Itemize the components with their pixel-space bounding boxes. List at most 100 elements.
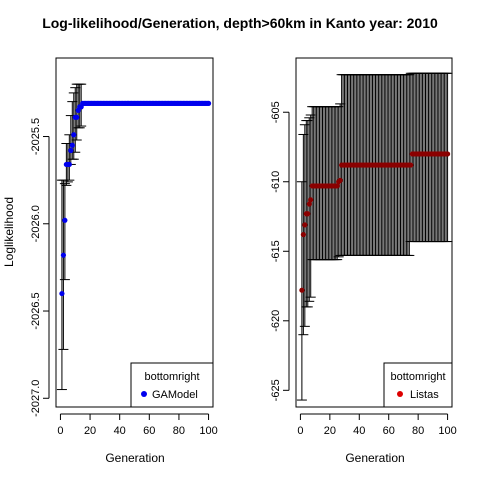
right-y-tick-label: -625 [270, 379, 282, 401]
right-errorbar [304, 117, 315, 302]
right-errorbar [424, 72, 435, 243]
right-errorbar [427, 72, 438, 243]
right-data-point [334, 183, 340, 189]
right-errorbar [411, 72, 422, 243]
right-panel: 0 20 40 60 80 100 -625 -620 -615 -610 -605 Genera… [270, 57, 457, 465]
left-y-tick-label: -2027.0 [30, 380, 42, 417]
left-data-point [71, 132, 77, 138]
right-legend-marker [397, 391, 403, 397]
right-x-tick-label: 80 [412, 425, 424, 437]
right-y-tick-label: -620 [270, 310, 282, 332]
right-errorbar [323, 106, 334, 261]
right-errorbar [318, 106, 329, 261]
right-errorbar [408, 72, 419, 243]
left-x-tick-label: 40 [114, 425, 126, 437]
right-legend: bottomright Listas [383, 362, 453, 408]
left-y-axis: -2027.0 -2026.5 -2026.0 -2025.5 [30, 118, 50, 417]
right-errorbar [414, 72, 425, 243]
left-legend-title: bottomright [144, 371, 199, 383]
chart-title: Log-likelihood/Generation, depth>60km in… [42, 15, 438, 31]
left-data-point [68, 147, 74, 154]
left-x-axis-label: Generation [105, 451, 164, 465]
right-errorbar [317, 106, 328, 261]
left-legend-label: GAModel [152, 389, 198, 401]
left-legend: bottomright GAModel [130, 362, 214, 408]
right-errorbar [423, 72, 434, 243]
right-errorbar [326, 106, 337, 261]
left-data-point [60, 252, 67, 258]
left-data-point [59, 290, 65, 297]
right-x-tick-label: 0 [297, 425, 303, 437]
right-errorbar [436, 72, 447, 243]
right-errorbar [438, 72, 449, 243]
left-y-tick-label: -2026.5 [30, 292, 42, 329]
right-errorbar [311, 106, 322, 261]
right-errorbar [432, 72, 443, 243]
right-x-axis-label: Generation [345, 451, 404, 465]
left-errorbar [56, 179, 67, 391]
left-y-tick-label: -2025.5 [30, 118, 42, 155]
right-errorbar [441, 72, 452, 243]
right-data-point [299, 287, 305, 293]
left-errorbar [59, 183, 70, 281]
left-legend-box [130, 362, 214, 408]
right-errorbar [308, 106, 319, 261]
right-errorbar [407, 72, 418, 243]
right-errorbar [405, 72, 416, 243]
right-errorbar [433, 72, 444, 243]
left-panel: 0 20 40 60 80 100 -2027.0 -2026.5 -2026.0 -2025.… [2, 57, 218, 465]
right-x-tick-label: 60 [383, 425, 395, 437]
right-data-point [306, 201, 312, 207]
right-errorbar [313, 106, 324, 261]
right-legend-box [383, 362, 453, 408]
left-legend-marker [141, 391, 147, 397]
right-y-tick-label: -605 [270, 101, 282, 123]
left-data-point [74, 114, 80, 120]
right-x-tick-label: 40 [353, 425, 365, 437]
right-data-point [308, 197, 314, 203]
right-data-point [305, 211, 311, 217]
right-errorbar [324, 106, 335, 261]
right-errorbar [320, 106, 331, 261]
right-plot-frame [295, 57, 453, 408]
left-y-tick-label: -2026.0 [30, 205, 42, 242]
right-errorbar [426, 72, 437, 243]
left-errorbar [70, 87, 81, 153]
left-data-point [62, 217, 68, 223]
left-data-point [69, 142, 75, 148]
right-errorbar [413, 72, 424, 243]
right-errorbar [420, 72, 431, 243]
right-errorbar [307, 106, 318, 261]
right-x-tick-label: 100 [438, 425, 456, 437]
right-data-point [300, 231, 306, 238]
left-x-tick-label: 100 [199, 425, 217, 437]
right-errorbar [435, 72, 446, 243]
right-errorbar [327, 106, 338, 261]
left-data-point [205, 100, 212, 106]
right-errorbar [439, 72, 450, 243]
left-errorbar [64, 134, 75, 181]
left-data-point [66, 161, 72, 168]
right-errorbar [430, 72, 441, 243]
right-x-tick-label: 20 [324, 425, 336, 437]
left-x-tick-label: 60 [143, 425, 155, 437]
left-errorbar [58, 179, 69, 350]
right-y-tick-label: -610 [270, 171, 282, 193]
left-x-tick-label: 80 [173, 425, 185, 437]
right-legend-title: bottomright [390, 371, 445, 383]
left-errorbars [56, 83, 87, 391]
right-data-point [337, 177, 343, 183]
right-errorbar [442, 72, 453, 243]
right-errorbars [296, 72, 453, 401]
right-errorbar [417, 72, 428, 243]
left-x-axis: 0 20 40 60 80 100 [57, 413, 218, 437]
right-errorbar [421, 72, 432, 243]
right-errorbar [316, 106, 327, 261]
right-data-point [302, 222, 308, 228]
right-x-axis: 0 20 40 60 80 100 [297, 413, 457, 437]
right-y-axis: -625 -620 -615 -610 -605 [270, 101, 290, 401]
right-points [299, 151, 451, 293]
left-points [59, 100, 212, 297]
right-errorbar [310, 106, 321, 261]
